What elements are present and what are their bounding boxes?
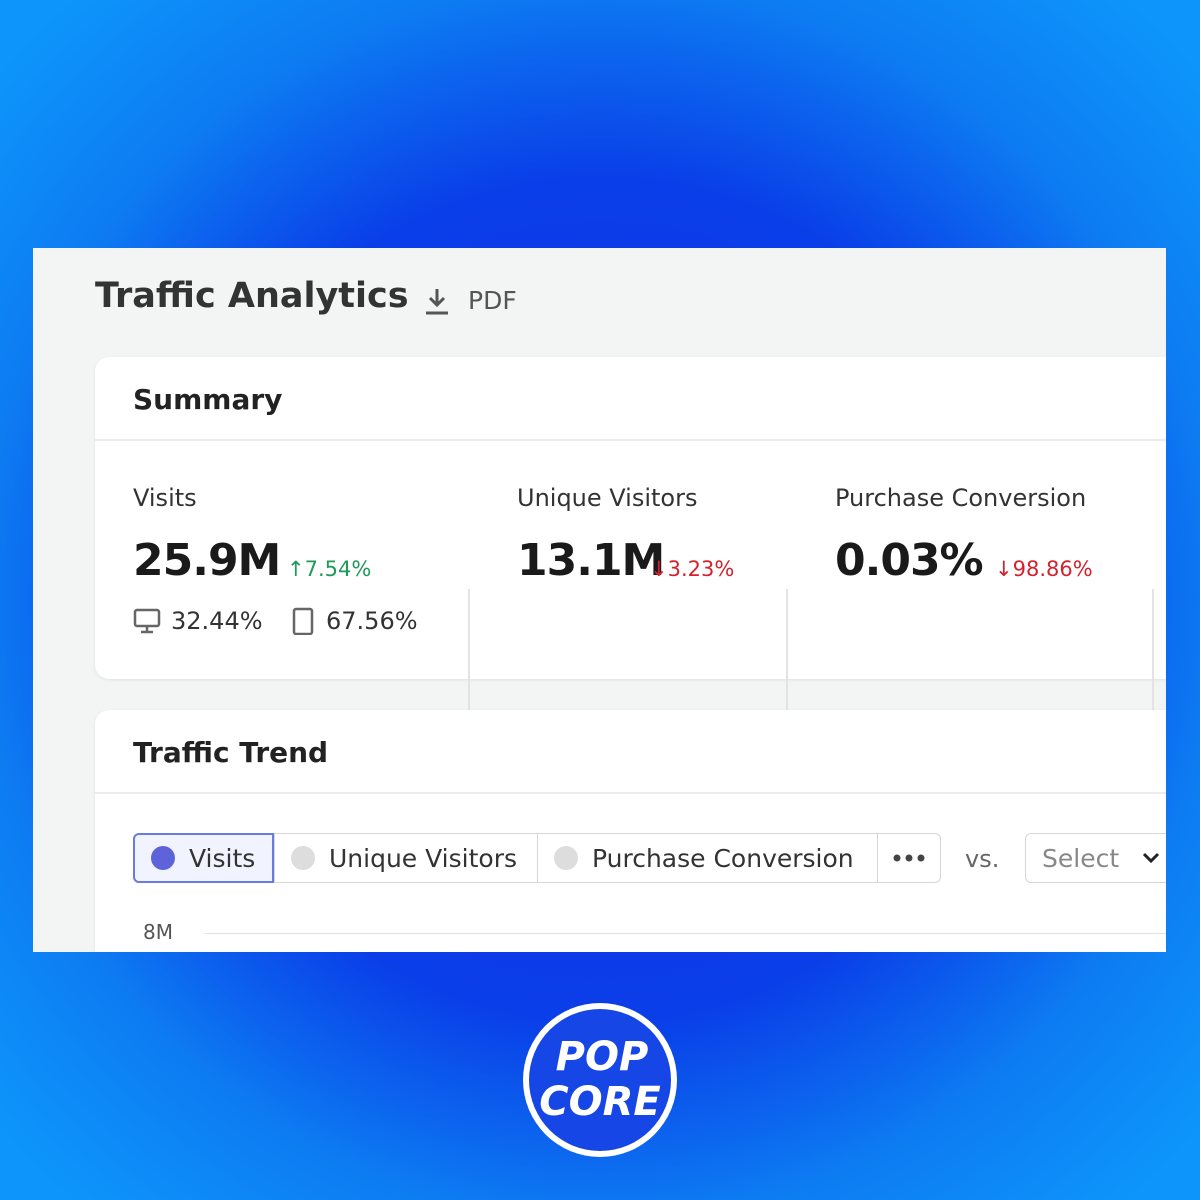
card-title: Traffic Trend — [133, 736, 329, 769]
metric-value: 0.03% — [835, 535, 984, 586]
divider — [95, 792, 1166, 794]
tab-label: Visits — [189, 843, 256, 873]
logo: POP CORE — [523, 1003, 677, 1157]
card-title: Summary — [133, 383, 283, 416]
tab[interactable]: Visits — [133, 833, 274, 883]
more-button[interactable] — [877, 833, 941, 883]
tab[interactable]: Purchase Conversion — [537, 833, 878, 883]
panel: Traffic Analytics PDF Summary Visits 25.… — [33, 248, 1166, 952]
trend-card — [95, 710, 1166, 952]
logo-text: CORE — [539, 1079, 660, 1125]
metric-label: Visits — [133, 484, 197, 512]
desktop-icon — [133, 608, 161, 634]
mobile-icon — [292, 607, 314, 635]
metric-label: Purchase Conversion — [835, 484, 1087, 512]
metric-change: ↓3.23% — [650, 557, 735, 581]
divider — [95, 439, 1166, 441]
metric-change: ↑7.54% — [287, 557, 372, 581]
divider — [786, 589, 788, 749]
y-tick-label: 8M — [143, 920, 173, 944]
divider — [1152, 589, 1154, 749]
metric-value: 13.1M — [517, 535, 665, 586]
pdf-button[interactable]: PDF — [468, 286, 517, 315]
divider — [468, 589, 470, 749]
logo-text: POP — [556, 1034, 649, 1080]
tab[interactable]: Unique Visitors — [274, 833, 538, 883]
tab-label: Purchase Conversion — [592, 843, 854, 873]
metric-value: 25.9M — [133, 535, 281, 586]
mobile-share: 67.56% — [326, 607, 418, 635]
page-title: Traffic Analytics — [95, 276, 409, 316]
select-placeholder: Select — [1042, 843, 1120, 873]
grid-line — [205, 933, 1166, 934]
select-dropdown[interactable]: Select — [1025, 833, 1166, 883]
tab-label: Unique Visitors — [329, 843, 518, 873]
compare-label: vs. — [965, 845, 1000, 873]
desktop-share: 32.44% — [171, 607, 263, 635]
summary-card: Summary Visits 25.9M ↑7.54% 32.44% 67.56… — [95, 357, 1166, 749]
metric-label: Unique Visitors — [517, 484, 698, 512]
metric-change: ↓98.86% — [995, 557, 1093, 581]
download-icon[interactable] — [423, 286, 451, 316]
